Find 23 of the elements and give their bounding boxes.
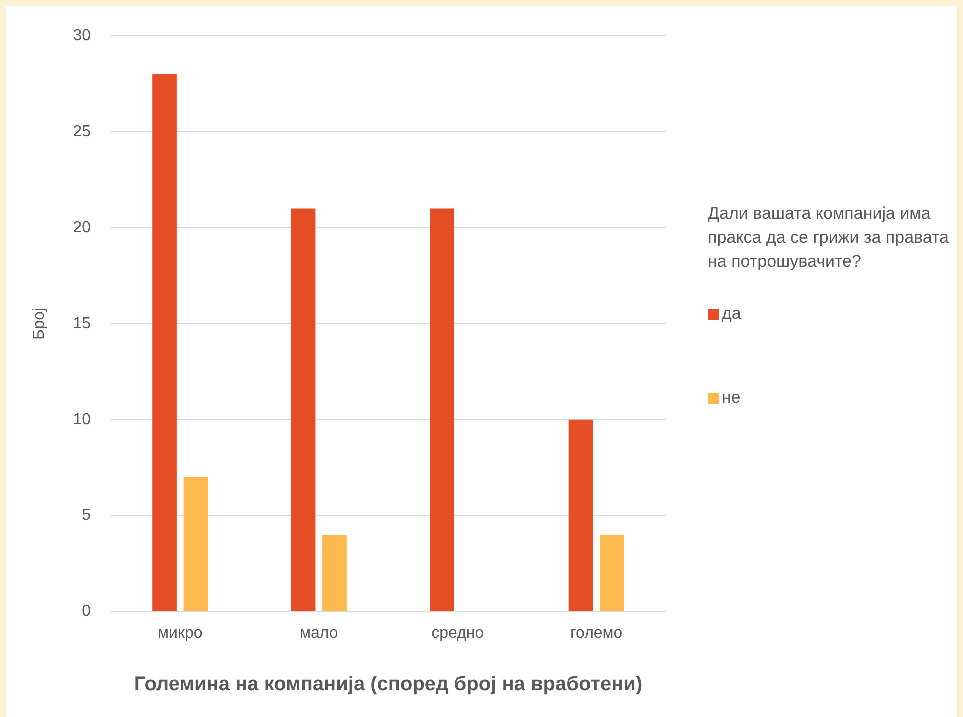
bar: [291, 208, 316, 612]
y-tick-label: 5: [82, 507, 92, 524]
y-axis-title: Број: [31, 308, 48, 340]
bar: [430, 208, 454, 612]
legend-title: Дали вашата компанија има пракса да се грижи за правата на потрошувачите?: [708, 203, 950, 273]
legend-label: не: [722, 387, 741, 409]
bar: [322, 535, 347, 612]
bar: [184, 477, 208, 612]
x-tick-label: мало: [300, 624, 338, 642]
x-tick-label: големо: [570, 624, 623, 642]
y-tick-label: 15: [73, 315, 92, 332]
y-tick-label: 25: [73, 123, 92, 140]
bar: [600, 535, 624, 612]
legend-label: да: [722, 303, 742, 325]
bar: [568, 420, 594, 612]
y-tick-label: 20: [73, 219, 92, 236]
y-tick-label: 0: [82, 603, 92, 620]
bar: [152, 74, 177, 612]
y-tick-label: 10: [73, 411, 92, 428]
x-axis-title: Големина на компанија (според број на вработени): [134, 674, 643, 696]
x-tick-label: микро: [158, 624, 203, 642]
x-tick-label: средно: [432, 624, 484, 642]
y-tick-label: 30: [73, 27, 92, 44]
